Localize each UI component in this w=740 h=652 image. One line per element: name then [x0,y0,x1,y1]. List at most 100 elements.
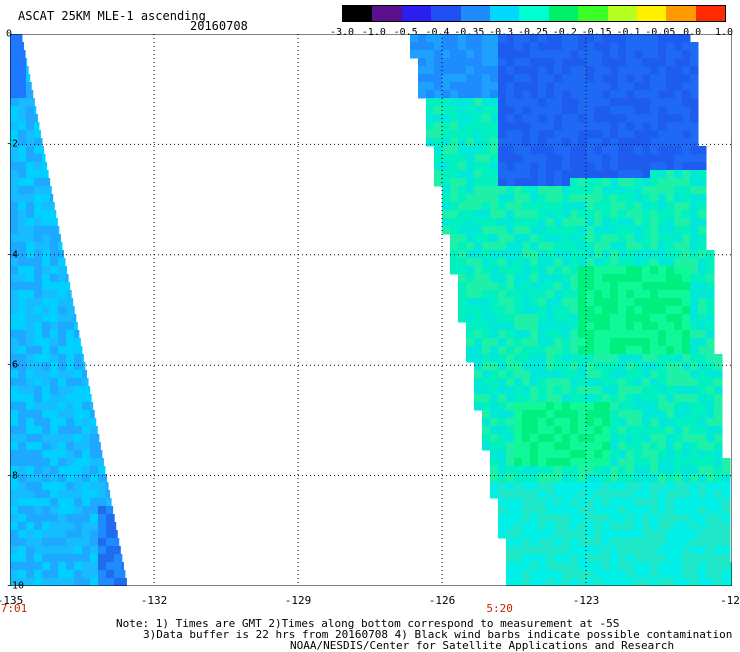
swath-cell [634,130,643,139]
swath-cell [562,282,571,291]
swath-cell [482,162,491,171]
swath-cell [690,434,699,443]
swath-cell [586,290,595,299]
swath-cell [522,338,531,347]
swath-cell [650,42,659,51]
swath-cell [522,290,531,299]
swath-cell [514,106,523,115]
swath-cell [642,130,651,139]
swath-cell [82,482,91,491]
swath-cell [50,226,59,235]
swath-cell [514,370,523,379]
swath-cell [458,162,467,171]
swath-cell [530,338,539,347]
swath-cell [666,274,675,283]
swath-cell [58,282,67,291]
swath-cell [554,394,563,403]
swath-cell [506,226,515,235]
swath-cell [698,346,707,355]
swath-cell [634,370,643,379]
swath-cell [642,362,651,371]
swath-cell [98,514,107,523]
swath-cell [642,538,651,547]
swath-cell [658,322,667,331]
swath-cell [674,58,683,67]
swath-cell [602,410,611,419]
swath-cell [530,490,539,499]
swath-cell [450,250,459,259]
swath-cell [642,266,651,275]
swath-cell [554,498,563,507]
swath-cell [434,82,443,91]
swath-cell [698,530,707,539]
swath-cell [50,354,59,363]
swath-cell [530,266,539,275]
swath-cell [498,394,507,403]
swath-cell [682,266,691,275]
swath-cell [650,322,659,331]
swath-cell [690,138,699,147]
swath-cell [530,66,539,75]
swath-cell [554,258,563,267]
swath-cell [498,210,507,219]
swath-cell [34,186,43,195]
swath-cell [698,458,707,467]
swath-cell [650,466,659,475]
swath-cell [42,546,51,555]
swath-cell [90,402,94,411]
swath-cell [474,170,483,179]
swath-cell [514,354,523,363]
swath-cell [674,466,683,475]
swath-cell [642,82,651,91]
swath-cell [442,146,451,155]
swath-cell [570,570,579,579]
swath-cell [482,66,491,75]
swath-cell [658,82,667,91]
time-label: 7:01 [0,602,28,615]
swath-cell [690,186,699,195]
swath-cell [482,298,491,307]
swath-cell [82,458,91,467]
swath-cell [482,394,491,403]
swath-cell [466,266,475,275]
swath-cell [650,74,659,83]
swath-cell [562,298,571,307]
swath-cell [90,546,99,555]
swath-cell [474,74,483,83]
swath-cell [34,498,43,507]
swath-cell [602,490,611,499]
swath-cell [522,194,531,203]
swath-cell [698,394,707,403]
swath-cell [650,218,659,227]
swath-cell [554,442,563,451]
swath-cell [490,90,499,99]
swath-cell [66,314,75,323]
swath-cell [450,130,459,139]
swath-cell [18,394,27,403]
swath-cell [562,498,571,507]
swath-cell [682,162,691,171]
swath-cell [50,370,59,379]
swath-cell [546,346,555,355]
swath-cell [674,490,683,499]
swath-cell [26,186,35,195]
swath-cell [586,242,595,251]
colorbar-label: -0.4 [425,27,450,38]
swath-cell [546,170,555,179]
swath-cell [18,434,27,443]
swath-cell [10,370,19,379]
swath-cell [586,50,595,59]
swath-cell [642,210,651,219]
swath-cell [578,386,587,395]
swath-cell [490,354,499,363]
swath-cell [698,274,707,283]
swath-cell [490,258,499,267]
swath-cell [98,506,107,515]
swath-cell [426,114,435,123]
swath-cell [490,362,499,371]
swath-cell [602,346,611,355]
swath-cell [522,442,531,451]
swath-cell [682,74,691,83]
swath-cell [58,458,67,467]
swath-cell [58,290,67,299]
